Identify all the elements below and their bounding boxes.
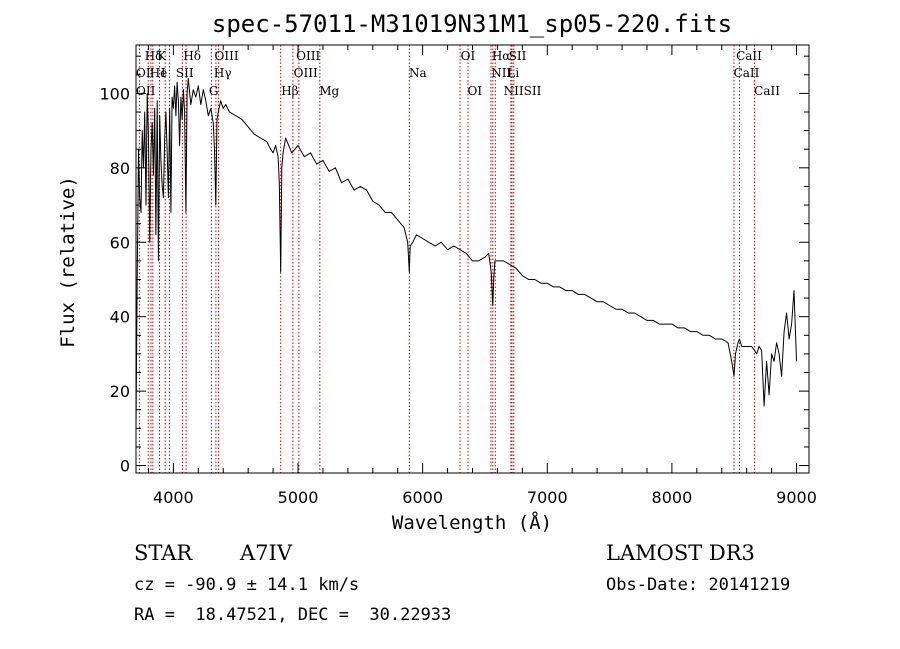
line-label-21: Hβ — [281, 84, 298, 98]
line-label-22: Mg — [319, 84, 339, 98]
spectrum-line — [135, 78, 797, 429]
x-tick-label-0: 4000 — [153, 488, 194, 507]
line-label-3: OIII — [215, 49, 239, 63]
line-label-25: CaII — [754, 84, 780, 98]
chart-title: spec-57011-M31019N31M1_sp05-220.fits — [212, 10, 732, 38]
y-tick-label-2: 40 — [110, 308, 130, 327]
line-label-13: Hγ — [214, 66, 232, 80]
line-label-11: I — [161, 66, 166, 80]
line-label-4: OIII — [296, 49, 320, 63]
y-tick-label-3: 60 — [110, 233, 130, 252]
axes: 4000 5000 6000 7000 8000 9000 0 20 40 60 80 100 — [99, 45, 817, 507]
y-axis-label: Flux (relative) — [57, 176, 79, 348]
line-label-17: Li — [507, 66, 519, 80]
line-label-23: OI — [468, 84, 483, 98]
line-label-10: He — [150, 66, 168, 80]
x-tick-label-1: 5000 — [278, 488, 319, 507]
line-label-20: G — [209, 84, 219, 98]
line-label-5: OI — [461, 49, 476, 63]
object-class: STAR — [134, 541, 193, 565]
line-label-16: NII — [491, 66, 511, 80]
survey-name: LAMOST DR3 — [606, 541, 755, 565]
line-label-8: CaII — [736, 49, 762, 63]
y-tick-label-5: 100 — [99, 84, 130, 103]
line-label-12: SII — [176, 66, 194, 80]
x-tick-label-3: 7000 — [527, 488, 568, 507]
line-label-9: OI — [136, 66, 151, 80]
line-label-2: Hδ — [183, 49, 201, 63]
x-tick-label-4: 8000 — [652, 488, 693, 507]
spectrum-series — [135, 78, 797, 429]
line-label-15: Na — [409, 66, 427, 80]
line-label-7: SII — [509, 49, 527, 63]
object-subclass: A7IV — [239, 541, 293, 565]
spectral-line-markers — [138, 45, 755, 473]
line-label-6: Hα — [492, 49, 511, 63]
x-tick-label-5: 9000 — [776, 488, 817, 507]
coordinates-text: RA = 18.47521, DEC = 30.22933 — [134, 605, 451, 625]
x-tick-label-2: 6000 — [402, 488, 443, 507]
line-label-18: CaII — [734, 66, 760, 80]
line-label-24: NIISII — [504, 84, 542, 98]
line-label-14: OIII — [294, 66, 318, 80]
velocity-text: cz = -90.9 ± 14.1 km/s — [134, 575, 359, 595]
line-label-19: OII — [136, 84, 156, 98]
y-tick-label-4: 80 — [110, 159, 130, 178]
obs-date-text: Obs-Date: 20141219 — [606, 575, 790, 595]
line-label-1: K — [157, 49, 167, 63]
plot-area-frame — [135, 44, 810, 474]
y-tick-label-1: 20 — [110, 382, 130, 401]
x-axis-label: Wavelength (Å) — [392, 511, 552, 534]
y-tick-label-0: 0 — [120, 457, 130, 476]
line-label-0: Hδ — [145, 49, 163, 63]
